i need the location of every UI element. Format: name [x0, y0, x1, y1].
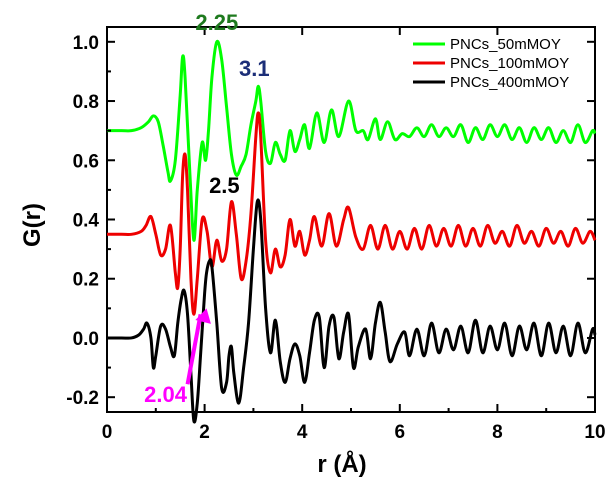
x-axis-title: r (Å): [317, 450, 366, 478]
legend-label-PNCs_400mMOY: PNCs_400mMOY: [450, 74, 569, 91]
y-tick-label: 0.0: [73, 329, 99, 350]
y-tick-labels: -0.2 0.0 0.2 0.4 0.6 0.8 1.0: [66, 33, 99, 409]
y-tick-label: 0.8: [73, 92, 99, 113]
annotation-label: 2.5: [209, 173, 240, 198]
x-tick-label: 6: [395, 422, 406, 443]
y-tick-label: 1.0: [73, 33, 99, 54]
y-tick-label: 0.4: [73, 211, 100, 232]
y-tick-label: -0.2: [66, 388, 99, 409]
legend-label-PNCs_100mMOY: PNCs_100mMOY: [450, 55, 569, 72]
annotation-arrow-shaft: [185, 313, 203, 385]
x-tick-label: 0: [102, 422, 113, 443]
x-tick-label: 10: [584, 422, 605, 443]
x-tick-labels: 0 2 4 6 8 10: [102, 422, 606, 443]
y-tick-label: 0.6: [73, 151, 99, 172]
x-tick-label: 2: [199, 422, 210, 443]
annotation-label: 3.1: [239, 56, 270, 81]
annotation-label: 2.04: [144, 382, 188, 407]
series-line-PNCs_100mMOY: [106, 111, 597, 316]
series-line-PNCs_50mMOY: [107, 39, 597, 242]
series-line-PNCs_400mMOY: [107, 198, 597, 424]
series-group: [106, 39, 597, 424]
legend-label-PNCs_50mMOY: PNCs_50mMOY: [450, 36, 561, 53]
axes: [106, 27, 596, 412]
legend: PNCs_50mMOY PNCs_100mMOY PNCs_400mMOY: [413, 36, 569, 91]
y-tick-label: 0.2: [73, 270, 99, 291]
annotation-arrow-head: [195, 308, 211, 324]
x-tick-label: 8: [492, 422, 503, 443]
y-axis-title: G(r): [19, 203, 46, 247]
annotations: 2.253.1 2.5 2.04: [144, 10, 269, 407]
annotation-label: 2.25: [195, 10, 238, 35]
x-tick-label: 4: [297, 422, 308, 443]
